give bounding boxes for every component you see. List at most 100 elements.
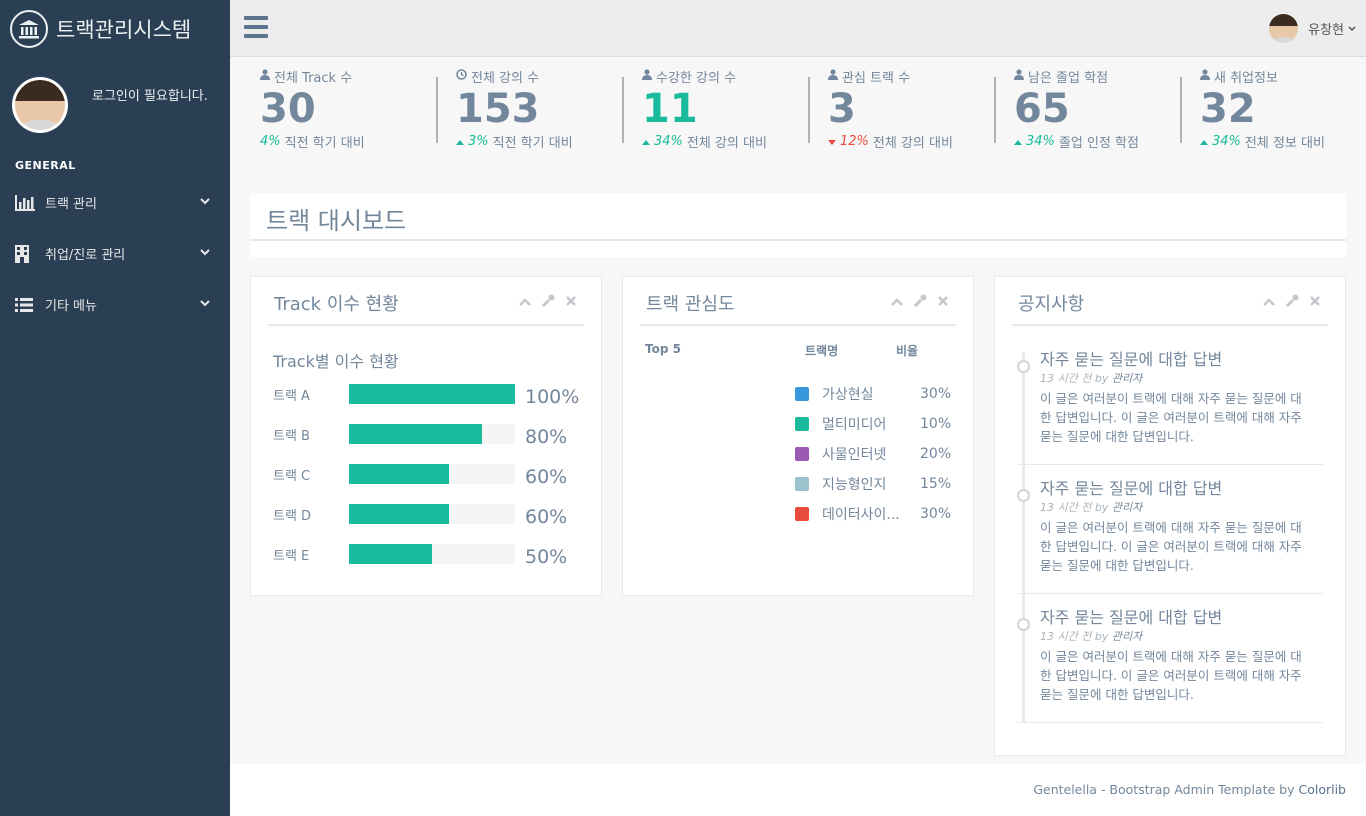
progress-percent: 50% [525,546,568,568]
caret-up-icon [456,134,464,149]
track-name: 가상현실 [822,387,874,403]
progress-label: 트랙 C [273,468,311,484]
wrench-icon[interactable] [913,294,927,311]
panel-title: 공지사항 [1018,293,1085,315]
issue-panel: Track 이수 현황 Track별 이수 현황 트랙 A 100% 트랙 B 80%… [250,276,602,596]
user-icon [642,68,652,84]
footer-text: Gentelella - Bootstrap Admin Template by [1033,782,1295,797]
user-icon [1200,68,1210,84]
notice-item[interactable]: 자주 묻는 질문에 대합 답변 13 시간 전 by 관리자 이 글은 여러분이 트… [1017,346,1323,465]
stat-description: 졸업 인정 학점 [1058,136,1139,151]
notice-time: 13 시간 전 by [1040,630,1109,643]
stat-tile: 전체 Track 수 30 4% 직전 학기 대비 [250,57,436,167]
track-ratio: 20% [920,446,952,462]
panel-subtitle: Track별 이수 현황 [273,352,399,371]
track-name: 데이터사이... [822,507,900,523]
progress-bar [349,424,515,444]
notice-time: 13 시간 전 by [1040,372,1109,385]
user-menu[interactable]: 유창현 [1269,14,1356,43]
track-ratio: 30% [920,506,952,522]
progress-row: 트랙 B 80% [251,414,601,454]
stat-count: 65 [1014,86,1070,132]
list-icon [15,297,37,312]
stat-description: 직전 학기 대비 [284,136,365,151]
close-icon[interactable] [936,295,950,310]
page-title-box: 트랙 대시보드 [250,193,1346,257]
chevron-down-icon [200,299,210,310]
stat-tile: 관심 트랙 수 3 12% 전체 강의 대비 [808,57,994,167]
legend-square-icon [795,477,809,491]
notice-title[interactable]: 자주 묻는 질문에 대합 답변 [1040,350,1223,369]
progress-percent: 100% [525,386,580,408]
notice-title[interactable]: 자주 묻는 질문에 대합 답변 [1040,479,1223,498]
caret-up-icon [642,134,650,149]
caret-down-icon [828,134,836,149]
stats-row: 전체 Track 수 30 4% 직전 학기 대비 전체 강의 수 153 3% 직전 학기 … [230,57,1366,167]
progress-bar [349,464,515,484]
wrench-icon[interactable] [541,294,555,311]
close-icon[interactable] [1308,295,1322,310]
stat-label: 전체 강의 수 [471,70,540,86]
collapse-icon[interactable] [1262,295,1276,310]
stat-description: 전체 강의 대비 [872,136,953,151]
stat-count: 30 [260,86,316,132]
footer-link[interactable]: Colorlib [1298,782,1346,797]
wrench-icon[interactable] [1285,294,1299,311]
stat-percent: 34% [1026,134,1055,149]
stat-tile: 새 취업정보 32 34% 전체 정보 대비 [1180,57,1366,167]
progress-label: 트랙 E [273,548,310,564]
notice-item[interactable]: 자주 묻는 질문에 대합 답변 13 시간 전 by 관리자 이 글은 여러분이 트… [1017,604,1323,723]
notice-panel: 공지사항 자주 묻는 질문에 대합 답변 13 시간 전 by 관리자 이 글은 여… [994,276,1346,756]
close-icon[interactable] [564,295,578,310]
stat-label: 전체 Track 수 [274,70,353,86]
login-message: 로그인이 필요합니다. [92,89,208,104]
stat-description: 직전 학기 대비 [492,136,573,151]
interest-row: 멀티미디어 10% [795,409,973,439]
stat-description: 전체 정보 대비 [1244,136,1325,151]
stat-percent: 34% [654,134,683,149]
stat-tile: 수강한 강의 수 11 34% 전체 강의 대비 [622,57,808,167]
progress-row: 트랙 A 100% [251,374,601,414]
bar-chart-icon [15,194,37,211]
stat-description: 전체 강의 대비 [686,136,767,151]
notice-body: 이 글은 여러분이 트랙에 대해 자주 묻는 질문에 대한 답변입니다. 이 글… [1040,520,1302,573]
chevron-down-icon [1348,21,1356,36]
sidebar-item-career[interactable]: 취업/진로 관리 [0,228,230,279]
progress-bar [349,504,515,524]
menu-toggle-icon[interactable] [244,16,268,38]
sidebar: 트랙관리시스템 로그인이 필요합니다. GENERAL 트랙 관리 [0,0,230,816]
notice-title[interactable]: 자주 묻는 질문에 대합 답변 [1040,608,1223,627]
progress-label: 트랙 B [273,428,310,444]
stat-tile: 남은 졸업 학점 65 34% 졸업 인정 학점 [994,57,1180,167]
collapse-icon[interactable] [518,295,532,310]
sidebar-item-etc[interactable]: 기타 메뉴 [0,279,230,330]
top-nav: 유창현 [230,0,1366,57]
progress-fill [349,384,515,404]
notice-item[interactable]: 자주 묻는 질문에 대합 답변 13 시간 전 by 관리자 이 글은 여러분이 트… [1017,475,1323,594]
avatar[interactable] [12,77,68,133]
interest-row: 사물인터넷 20% [795,439,973,469]
user-icon [1014,68,1024,84]
profile: 로그인이 필요합니다. [0,57,230,147]
timeline-dot-icon [1017,618,1030,631]
chevron-down-icon [200,248,210,259]
timeline-dot-icon [1017,360,1030,373]
notice-author: 관리자 [1111,630,1143,643]
sidebar-item-track[interactable]: 트랙 관리 [0,177,230,228]
stat-percent: 4% [260,134,281,149]
track-ratio: 15% [920,476,952,492]
progress-row: 트랙 C 60% [251,454,601,494]
stat-percent: 12% [840,134,869,149]
stat-count: 11 [642,86,698,132]
progress-percent: 80% [525,426,568,448]
collapse-icon[interactable] [890,295,904,310]
progress-fill [349,464,449,484]
progress-bar [349,544,515,564]
interest-row: 가상현실 30% [795,379,973,409]
brand[interactable]: 트랙관리시스템 [0,0,230,57]
timeline-dot-icon [1017,489,1030,502]
avatar [1269,14,1299,43]
stat-count: 153 [456,86,540,132]
stat-label: 수강한 강의 수 [656,70,737,86]
sidebar-item-label: 취업/진로 관리 [45,248,126,263]
